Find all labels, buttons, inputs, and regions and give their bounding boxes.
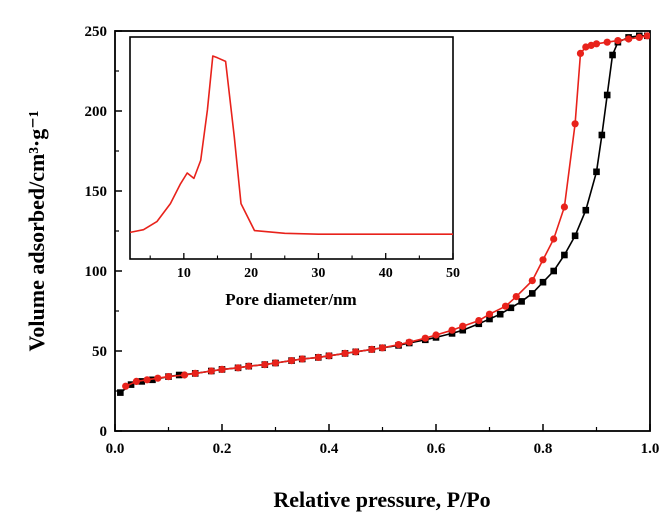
data-point-circle: [191, 369, 199, 377]
inset-plot-frame: [129, 36, 454, 260]
data-point-circle: [576, 49, 585, 58]
data-point-circle: [180, 371, 189, 379]
y-axis-title: Volume adsorbed/cm³·g⁻¹: [24, 111, 49, 352]
data-point-square: [459, 326, 467, 334]
data-point-circle: [132, 377, 140, 385]
y-tick-label: 50: [92, 344, 107, 360]
data-point-circle: [512, 293, 520, 301]
data-point-circle: [122, 382, 130, 390]
data-point-square: [507, 304, 515, 312]
data-point-circle: [421, 334, 429, 342]
data-point-circle: [154, 374, 162, 382]
data-point-circle: [592, 40, 601, 48]
data-point-circle: [432, 331, 440, 339]
data-point-circle: [448, 326, 456, 334]
data-point-square: [550, 267, 557, 275]
inset-x-tick-label: 40: [379, 266, 393, 281]
data-point-circle: [394, 341, 403, 349]
data-point-square: [539, 278, 547, 286]
data-point-circle: [207, 367, 215, 375]
y-tick-label: 100: [85, 264, 108, 280]
data-point-circle: [643, 32, 650, 40]
x-tick-label: 0.2: [213, 441, 232, 457]
data-point-circle: [614, 37, 622, 45]
data-point-circle: [234, 364, 242, 372]
x-tick-label: 0.6: [427, 441, 446, 457]
data-point-circle: [528, 277, 536, 285]
data-point-circle: [459, 322, 467, 330]
data-point-circle: [475, 317, 483, 325]
inset-x-tick-label: 50: [446, 266, 460, 281]
data-point-circle: [143, 376, 151, 384]
data-point-circle: [405, 338, 413, 346]
data-point-circle: [341, 349, 349, 357]
data-point-square: [603, 91, 611, 99]
data-point-square: [496, 310, 504, 318]
x-axis-title: Relative pressure, P/Po: [273, 487, 490, 512]
data-point-circle: [378, 344, 387, 352]
data-point-circle: [298, 355, 306, 363]
inset-x-tick-label: 30: [311, 266, 325, 281]
x-tick-label: 1.0: [641, 441, 660, 457]
data-point-circle: [218, 365, 226, 373]
data-point-circle: [539, 256, 547, 264]
data-point-circle: [245, 362, 253, 370]
inset-x-axis-title: Pore diameter/nm: [225, 290, 356, 309]
data-point-square: [117, 389, 124, 396]
data-point-circle: [603, 38, 611, 46]
inset-axis-ticks: 10 20 30 40 50: [149, 253, 460, 281]
data-point-circle: [571, 120, 579, 128]
data-point-circle: [635, 33, 643, 42]
x-tick-label: 0.4: [320, 441, 339, 457]
data-point-square: [571, 232, 579, 240]
data-point-square: [598, 131, 606, 139]
x-tick-label: 0.0: [106, 441, 125, 457]
data-point-circle: [625, 35, 633, 43]
main-axis-ticks: 0.0 0.2 0.4 0.6 0.8 1.0 0 50 100 150 200 250: [85, 24, 660, 457]
data-point-square: [518, 298, 525, 305]
data-point-square: [582, 206, 590, 214]
data-point-circle: [550, 235, 558, 243]
data-point-circle: [271, 359, 280, 367]
data-point-circle: [501, 302, 510, 310]
data-point-circle: [352, 348, 360, 356]
main-series-layer: [117, 32, 650, 396]
inset-x-tick-label: 10: [177, 266, 191, 281]
data-point-circle: [164, 373, 173, 381]
data-point-circle: [368, 345, 376, 353]
data-point-circle: [314, 353, 322, 361]
data-point-square: [561, 251, 568, 259]
x-tick-label: 0.8: [534, 441, 553, 457]
y-tick-label: 150: [85, 184, 108, 200]
inset-series-line-0: [130, 55, 453, 235]
y-tick-label: 0: [100, 424, 108, 440]
inset-series-layer: [130, 55, 453, 235]
data-point-square: [593, 168, 600, 176]
data-point-circle: [261, 361, 269, 369]
y-tick-label: 250: [85, 24, 108, 40]
data-point-circle: [560, 203, 569, 211]
y-tick-label: 200: [85, 104, 108, 120]
data-point-square: [609, 51, 616, 59]
data-point-square: [486, 315, 493, 323]
data-point-square: [529, 290, 536, 297]
data-point-circle: [325, 352, 333, 360]
data-point-circle: [485, 310, 494, 318]
inset-x-tick-label: 20: [244, 266, 258, 281]
data-point-circle: [287, 357, 296, 365]
